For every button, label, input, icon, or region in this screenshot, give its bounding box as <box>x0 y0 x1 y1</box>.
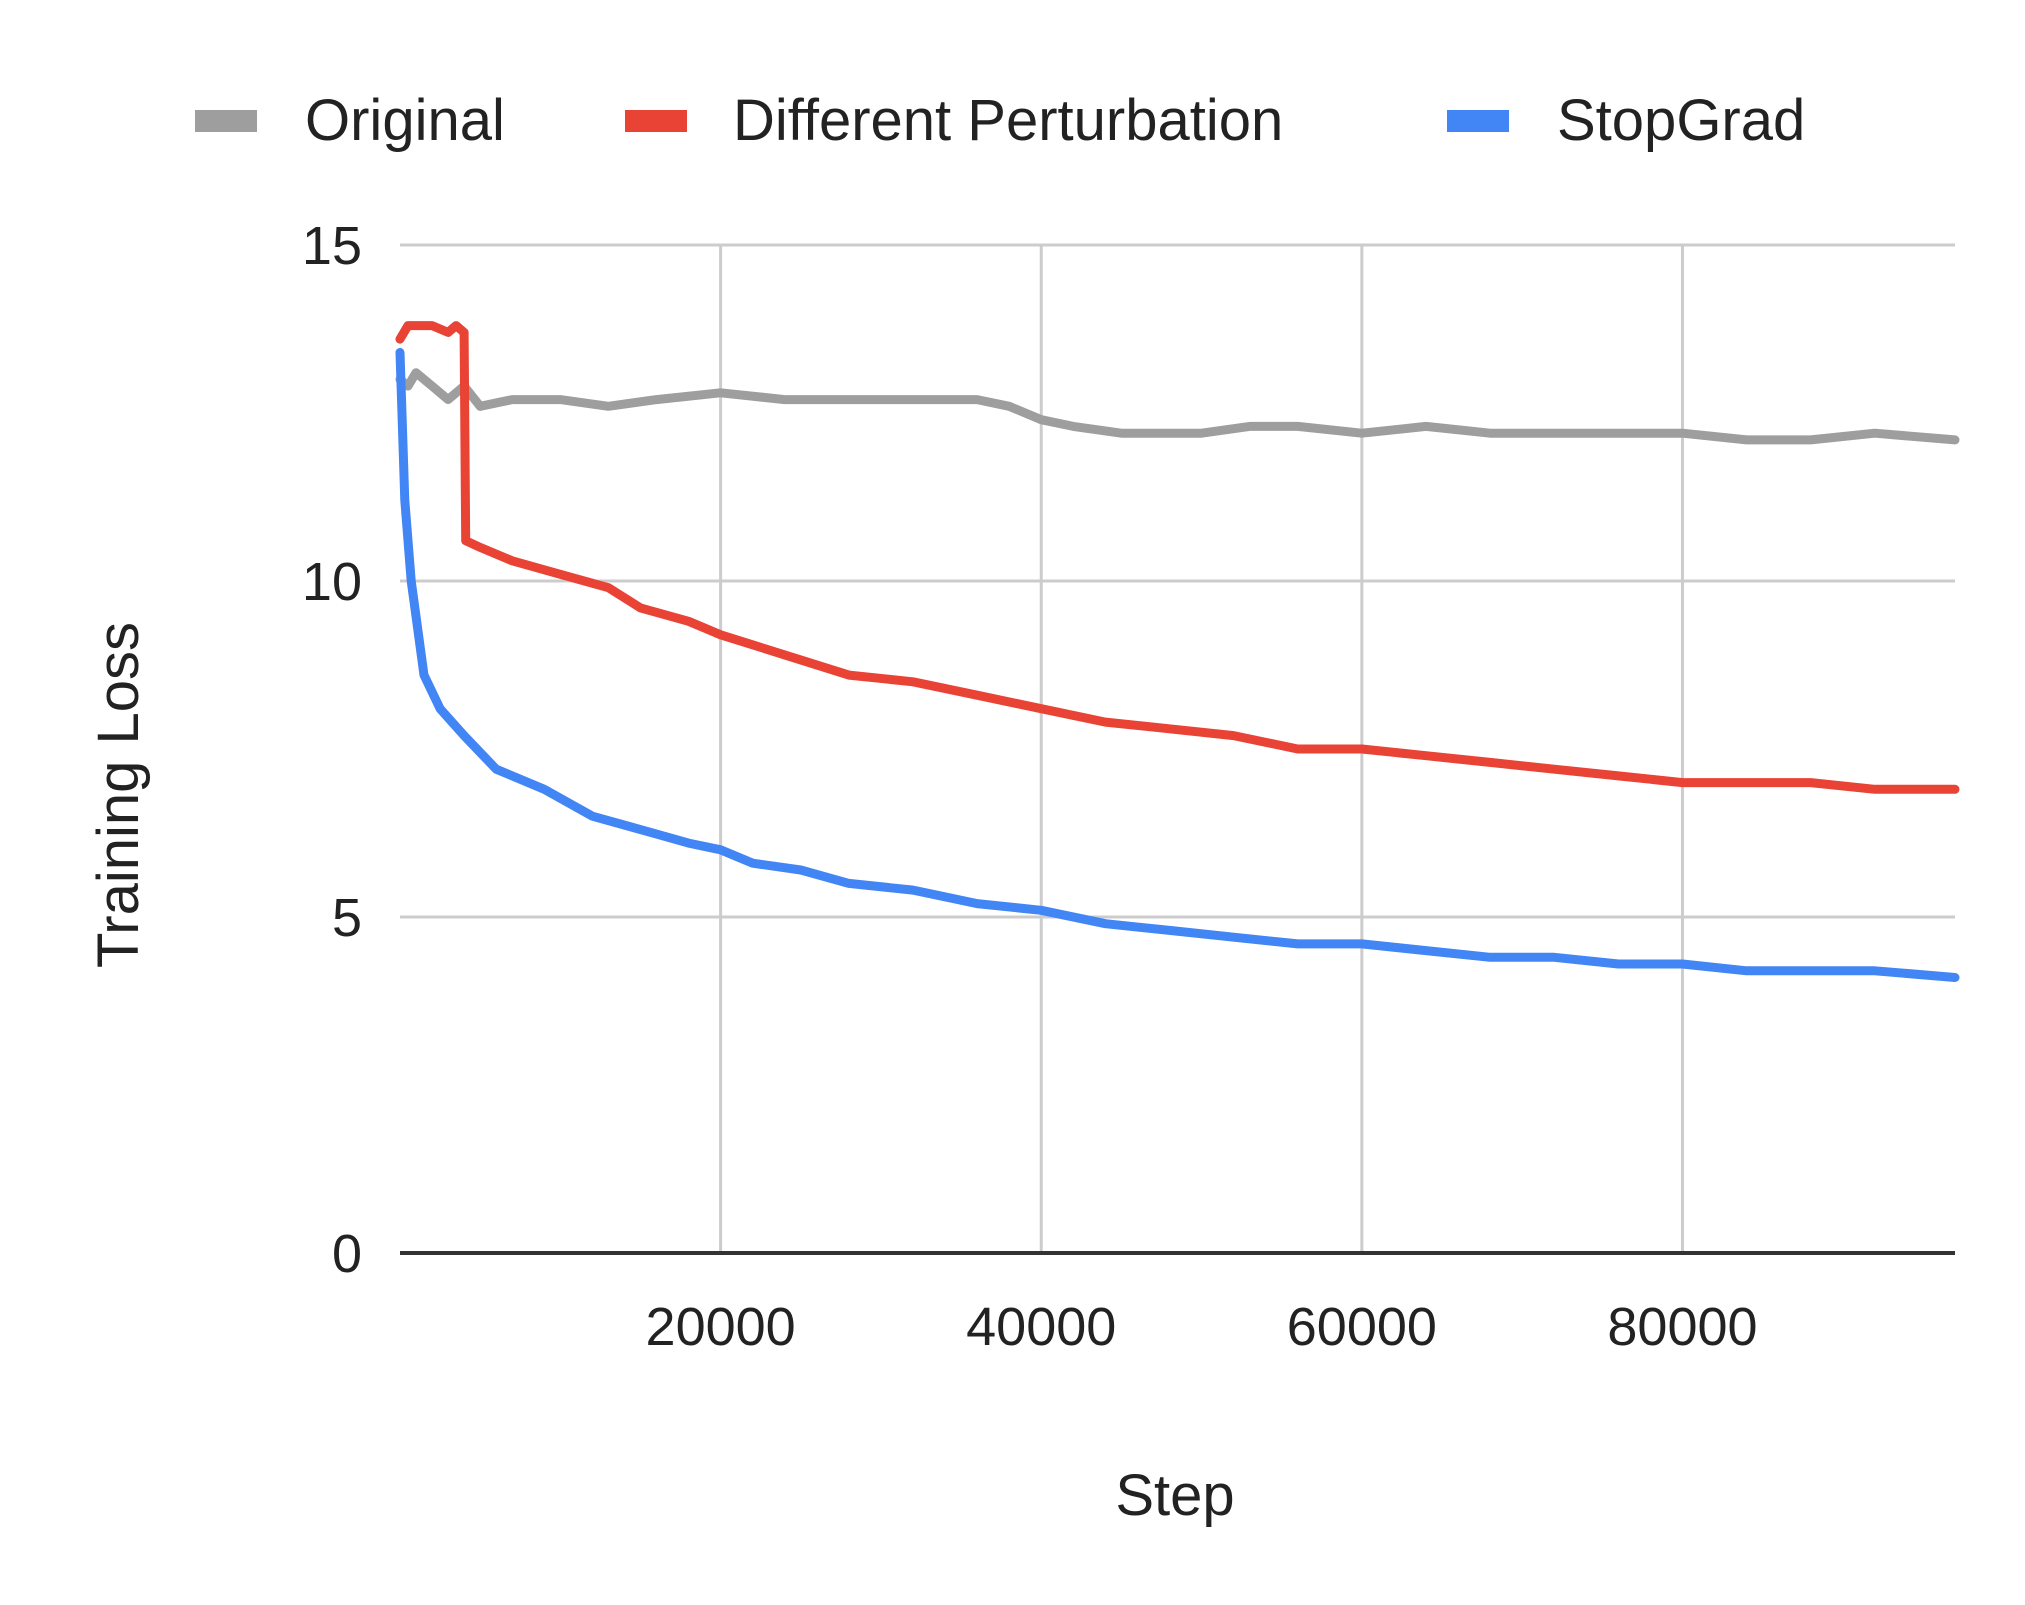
y-axis-title: Training Loss <box>86 622 151 968</box>
y-tick-label-5: 5 <box>332 888 362 948</box>
x-axis-title: Step <box>1115 1463 1234 1528</box>
x-tick-label-40000: 40000 <box>966 1297 1116 1357</box>
series-line-original <box>395 368 1960 445</box>
legend-label-stopgrad: StopGrad <box>1557 88 1805 153</box>
x-axis-ticks: 20000 40000 60000 80000 <box>646 1297 1758 1357</box>
legend-item-original[interactable]: Original <box>195 88 505 153</box>
series-line-stopgrad <box>395 348 1960 982</box>
legend-item-different-perturbation[interactable]: Different Perturbation <box>625 88 1283 153</box>
legend: Original Different Perturbation StopGrad <box>195 88 1805 153</box>
legend-label-original: Original <box>305 88 505 153</box>
x-tick-label-20000: 20000 <box>646 1297 796 1357</box>
y-axis-ticks: 0 5 10 15 <box>302 216 362 1284</box>
legend-swatch-different-perturbation <box>625 110 687 132</box>
legend-swatch-stopgrad <box>1447 110 1509 132</box>
y-tick-label-10: 10 <box>302 552 362 612</box>
y-tick-label-0: 0 <box>332 1224 362 1284</box>
gridlines <box>400 243 1955 1253</box>
x-tick-label-80000: 80000 <box>1607 1297 1757 1357</box>
x-tick-label-60000: 60000 <box>1287 1297 1437 1357</box>
series-line-different-perturbation <box>395 321 1960 794</box>
legend-swatch-original <box>195 110 257 132</box>
legend-item-stopgrad[interactable]: StopGrad <box>1447 88 1805 153</box>
y-tick-label-15: 15 <box>302 216 362 276</box>
series-lines <box>395 321 1960 982</box>
legend-label-different-perturbation: Different Perturbation <box>733 88 1283 153</box>
